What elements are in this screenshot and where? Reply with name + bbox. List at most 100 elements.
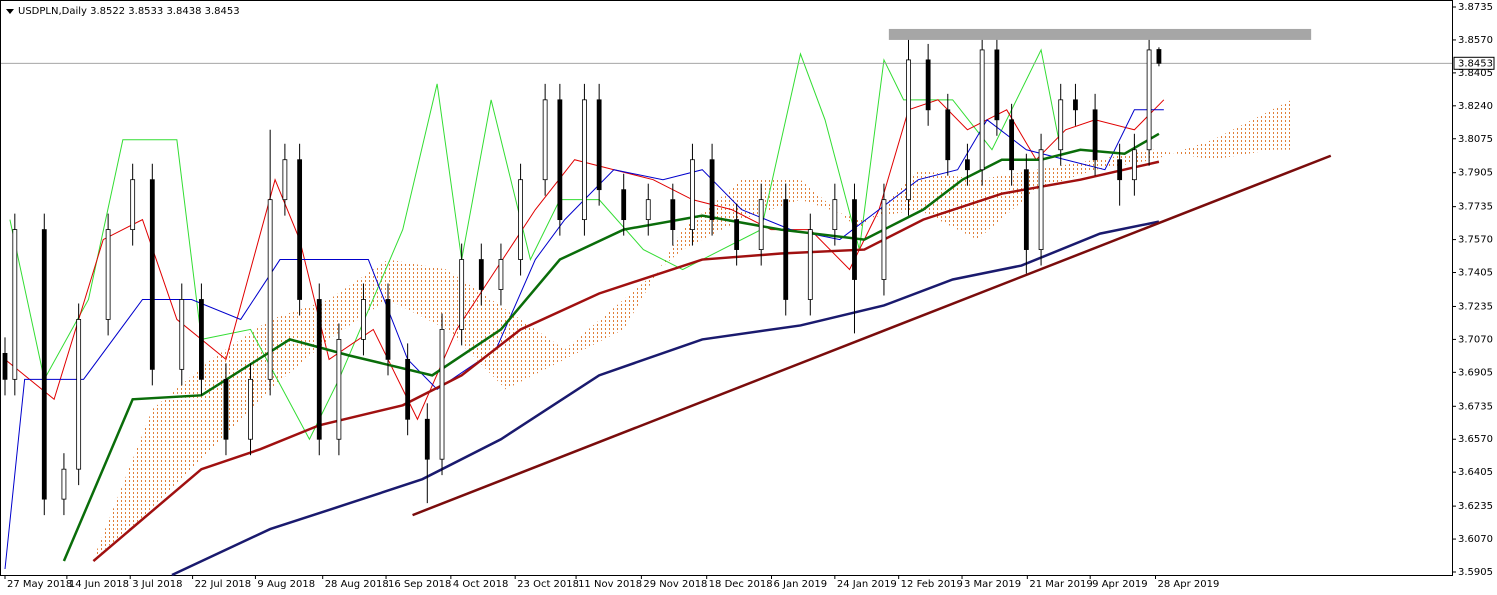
x-tick-label: 28 Apr 2019 — [1157, 579, 1219, 590]
candle-body — [582, 99, 587, 221]
candle-body — [965, 159, 970, 171]
x-tick-label: 29 Nov 2018 — [643, 579, 707, 590]
candle-body — [459, 259, 465, 330]
y-tick-label: 3.7405 — [1458, 268, 1493, 279]
candle-body — [405, 358, 411, 420]
x-tick-label: 12 Feb 2019 — [901, 579, 963, 590]
candle-body — [734, 219, 740, 250]
candle-body — [385, 299, 391, 360]
x-tick-label: 24 Jan 2019 — [837, 579, 897, 590]
candle-body — [361, 299, 366, 340]
candle-body — [12, 229, 18, 380]
y-tick-label: 3.6570 — [1458, 434, 1493, 445]
candle-body — [852, 199, 857, 280]
candle-body — [1023, 169, 1029, 250]
candle-body — [709, 159, 715, 221]
current-price-label: 3.8453 — [1458, 58, 1493, 69]
y-tick-label: 3.6735 — [1458, 401, 1493, 412]
candle-body — [906, 59, 911, 201]
candle-body — [1117, 159, 1123, 181]
candle-body — [179, 299, 185, 370]
candle-body — [199, 299, 204, 380]
x-tick-label: 3 Mar 2019 — [964, 579, 1021, 590]
candle-body — [670, 199, 676, 231]
candle-body — [1058, 99, 1064, 151]
y-tick-label: 3.7235 — [1458, 301, 1493, 312]
y-tick-label: 3.7070 — [1458, 334, 1493, 345]
candle-body — [596, 99, 602, 191]
candle-body — [945, 109, 951, 161]
candle-body — [1092, 109, 1098, 161]
plot-frame — [0, 0, 1453, 576]
chart-title: USDPLN,Daily 3.8522 3.8533 3.8438 3.8453 — [18, 6, 240, 17]
candle-body — [223, 378, 229, 440]
candle-body — [498, 259, 504, 290]
candle-body — [518, 179, 523, 260]
candle-body — [282, 159, 288, 201]
candle-body — [424, 418, 430, 460]
candle-body — [758, 199, 764, 250]
candle-body — [336, 339, 342, 440]
y-tick-label: 3.7735 — [1458, 202, 1493, 213]
x-tick-label: 16 Sep 2018 — [388, 579, 451, 590]
x-tick-label: 4 Oct 2018 — [453, 579, 508, 590]
candle-body — [61, 468, 67, 500]
y-tick-label: 3.8240 — [1458, 101, 1493, 112]
menu-arrow — [6, 9, 14, 14]
y-tick-label: 3.6235 — [1458, 501, 1493, 512]
x-tick-label: 9 Aug 2018 — [257, 579, 315, 590]
candle-body — [783, 199, 789, 300]
indicator-line — [4, 99, 1165, 421]
x-tick-label: 23 Oct 2018 — [517, 579, 579, 590]
candle-body — [248, 378, 253, 440]
candle-body — [994, 49, 1000, 121]
candle-body — [439, 329, 445, 460]
x-tick-label: 6 Jan 2019 — [774, 579, 828, 590]
candle-body — [297, 159, 303, 300]
candle-body — [621, 189, 627, 221]
x-tick-label: 28 Aug 2018 — [325, 579, 389, 590]
indicator-line — [171, 220, 1160, 577]
x-tick-label: 11 Nov 2018 — [578, 579, 642, 590]
candle-body — [105, 229, 111, 320]
candle-body — [881, 199, 887, 280]
x-tick-label: 14 Jun 2018 — [69, 579, 129, 590]
y-tick-label: 3.8570 — [1458, 35, 1493, 46]
indicator-line — [92, 160, 1160, 562]
candle-body — [690, 159, 695, 231]
y-tick-label: 3.8075 — [1458, 134, 1493, 145]
resistance-zone — [888, 28, 1312, 40]
candle-body — [1131, 149, 1137, 181]
y-tick-label: 3.6905 — [1458, 367, 1493, 378]
candle-body — [1038, 149, 1044, 250]
trendline — [412, 154, 1332, 517]
indicator-line — [4, 109, 1164, 570]
ichimoku-cloud — [93, 99, 1292, 560]
x-tick-label: 21 Mar 2019 — [1029, 579, 1092, 590]
candle-body — [2, 352, 8, 380]
candle-body — [267, 199, 273, 380]
current-price-box — [1453, 56, 1495, 70]
candle-body — [130, 179, 136, 231]
candle-body — [979, 49, 985, 171]
x-tick-label: 27 May 2018 — [7, 579, 72, 590]
candle-body — [316, 299, 322, 440]
x-tick-label: 18 Dec 2018 — [709, 579, 773, 590]
candle-body — [542, 99, 548, 181]
candle-body — [1009, 119, 1015, 171]
candle-body — [1146, 49, 1152, 151]
candle-body — [557, 99, 563, 221]
x-tick-label: 22 Jul 2018 — [195, 579, 252, 590]
candle-body — [925, 59, 931, 111]
candle-body — [149, 179, 155, 370]
y-tick-label: 3.7905 — [1458, 168, 1493, 179]
candle-body — [832, 199, 838, 231]
candle-body — [41, 229, 47, 500]
candle-body — [76, 319, 82, 470]
candle-body — [807, 229, 813, 300]
y-tick-label: 3.8735 — [1458, 2, 1493, 13]
y-tick-label: 3.8405 — [1458, 68, 1493, 79]
candle-body — [1156, 49, 1162, 64]
x-tick-label: 9 Apr 2019 — [1092, 579, 1147, 590]
y-tick-label: 3.6070 — [1458, 534, 1493, 545]
